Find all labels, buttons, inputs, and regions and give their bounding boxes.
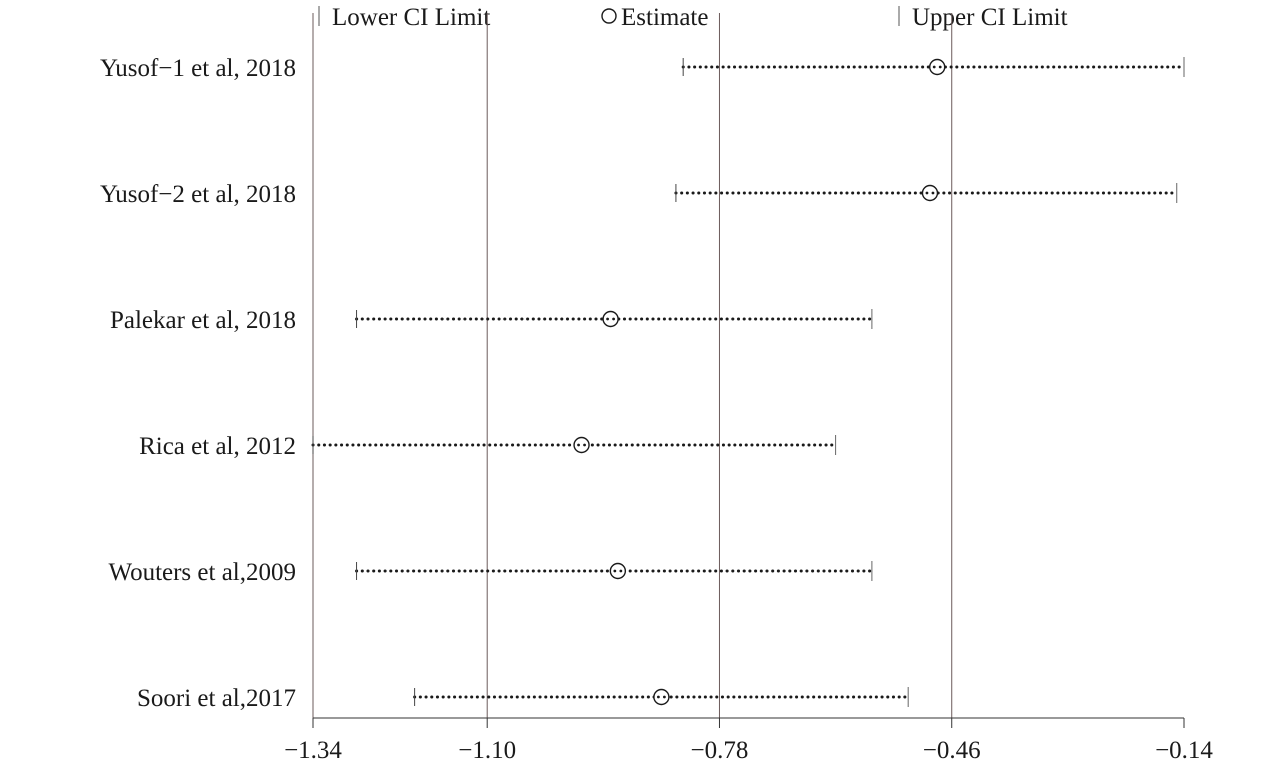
study-row: Wouters et al,2009 [108, 559, 874, 586]
estimate-dot-right [619, 569, 623, 573]
study-row: Soori et al,2017 [137, 685, 910, 712]
x-tick-label-4: −0.14 [1155, 737, 1213, 764]
estimate-dot-left [606, 317, 609, 321]
x-tick-label-0: −1.34 [284, 737, 342, 764]
estimate-marker [609, 562, 627, 580]
legend-lower-ci-label: Lower CI Limit [332, 4, 490, 31]
estimate-dot-right [583, 443, 586, 447]
estimate-dot-left [657, 695, 660, 699]
legend-upper-ci-label: Upper CI Limit [912, 4, 1068, 31]
study-rows: Yusof−1 et al, 2018 Yusof−2 et al, 2018 Pa… [100, 55, 1186, 712]
study-label: Rica et al, 2012 [139, 433, 296, 460]
legend: Lower CI Limit Estimate Upper CI Limit [318, 4, 1068, 31]
study-label: Wouters et al,2009 [108, 559, 296, 586]
x-tick-label-1: −1.10 [458, 737, 516, 764]
study-row: Rica et al, 2012 [139, 433, 838, 460]
study-row: Palekar et al, 2018 [110, 307, 874, 334]
estimate-marker [921, 184, 939, 202]
estimate-dot-right [612, 317, 615, 321]
estimate-dot-left [925, 191, 929, 195]
study-label: Soori et al,2017 [137, 685, 296, 712]
estimate-marker [602, 310, 619, 328]
estimate-dot-left [577, 443, 580, 447]
study-row: Yusof−1 et al, 2018 [100, 55, 1186, 82]
legend-estimate-label: Estimate [621, 4, 708, 31]
study-label: Yusof−2 et al, 2018 [100, 181, 296, 208]
x-tick-label-3: −0.46 [923, 737, 981, 764]
estimate-dot-left [932, 65, 936, 69]
legend-estimate-symbol [601, 8, 617, 24]
estimate-marker [573, 436, 590, 454]
estimate-dot-left [613, 569, 617, 573]
estimate-dot-right [931, 191, 935, 195]
x-tick-label-2: −0.78 [691, 737, 749, 764]
estimate-marker [653, 688, 670, 706]
estimate-dot-right [938, 65, 942, 69]
study-label: Palekar et al, 2018 [110, 307, 296, 334]
study-label: Yusof−1 et al, 2018 [100, 55, 296, 82]
estimate-dot-right [663, 695, 666, 699]
x-axis: −1.34 −1.10 −0.78 −0.46 −0.14 [284, 717, 1213, 764]
study-row: Yusof−2 et al, 2018 [100, 181, 1179, 208]
estimate-marker [929, 58, 946, 76]
reference-lines [312, 13, 953, 718]
